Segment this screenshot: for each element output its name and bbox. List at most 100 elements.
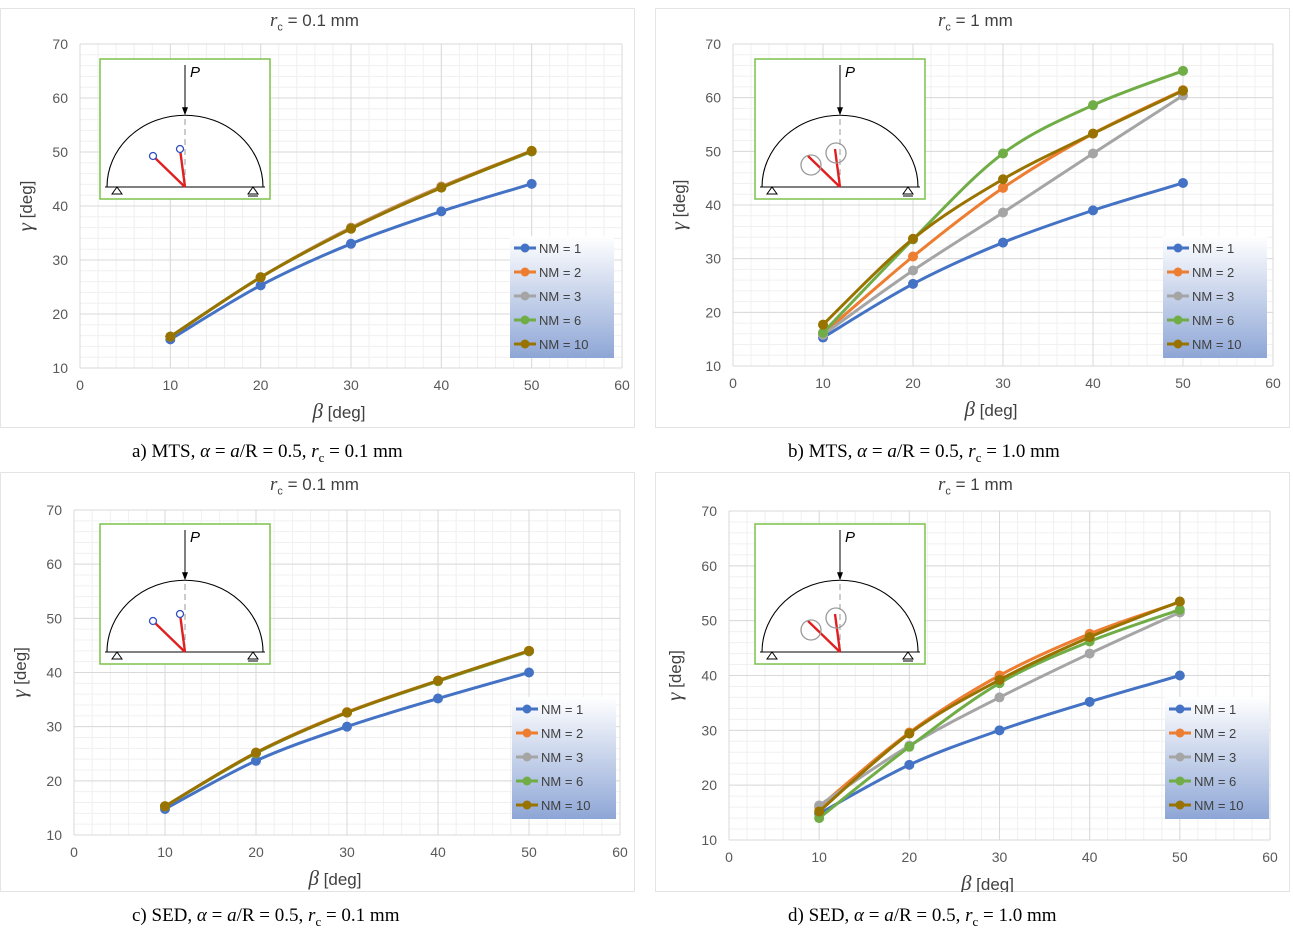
x-tick-label-30: 30 xyxy=(339,844,355,860)
legend-entry-3: NM = 3 xyxy=(516,750,583,765)
y-tick-label-30: 30 xyxy=(52,252,68,268)
panel-caption: d) SED, α = a/R = 0.5, rc = 1.0 mm xyxy=(788,905,1057,929)
x-tick-label-50: 50 xyxy=(1172,849,1188,865)
x-tick-label-20: 20 xyxy=(902,849,918,865)
data-point-NM-1-50 xyxy=(526,178,537,189)
legend-label: NM = 3 xyxy=(539,289,581,304)
data-point-NM-3-40 xyxy=(1084,648,1095,659)
y-tick-label-70: 70 xyxy=(46,502,62,518)
load-arrow-head xyxy=(837,107,843,116)
legend-label: NM = 10 xyxy=(1192,337,1242,352)
data-point-NM-6-30 xyxy=(998,148,1008,159)
y-tick-label-10: 10 xyxy=(52,360,68,376)
data-point-NM-10-30 xyxy=(994,674,1005,685)
x-axis-label: β [deg] xyxy=(960,871,1014,892)
crack-right xyxy=(833,148,842,188)
legend-label: NM = 6 xyxy=(1194,774,1236,789)
data-point-NM-10-40 xyxy=(1088,128,1098,139)
data-point-NM-1-40 xyxy=(436,206,447,217)
support-left-triangle xyxy=(766,186,778,195)
data-point-NM-6-50 xyxy=(1174,604,1185,615)
x-axis-label: β [deg] xyxy=(963,397,1017,421)
chart-panel-2: 0 10 20 30 40 50 60 10 20 30 40 50 60 70 β [deg] γ [deg… xyxy=(655,8,1290,428)
data-point-NM-1-30 xyxy=(346,238,356,249)
data-point-NM-10-20 xyxy=(251,747,261,758)
legend-entry-1: NM = 1 xyxy=(1169,702,1236,717)
legend-entry-1: NM = 1 xyxy=(1167,241,1234,256)
crack-right xyxy=(833,613,842,653)
legend-entry-5: NM = 10 xyxy=(1169,798,1244,813)
y-tick-label-60: 60 xyxy=(46,556,62,572)
data-point-NM-2-30 xyxy=(998,182,1008,193)
legend-entry-2: NM = 2 xyxy=(514,265,581,280)
support-right-triangle xyxy=(902,186,914,195)
inset-schematic: P xyxy=(99,523,271,665)
chart-panel-1: 0 10 20 30 40 50 60 10 20 30 40 50 60 70 β [deg] γ [deg… xyxy=(0,8,635,428)
data-point-NM-10-40 xyxy=(436,182,447,193)
data-point-NM-10-30 xyxy=(346,223,356,234)
legend-label: NM = 1 xyxy=(1192,241,1234,256)
data-point-NM-1-40 xyxy=(1084,696,1095,707)
x-tick-label-60: 60 xyxy=(1262,849,1278,865)
legend-label: NM = 6 xyxy=(541,774,583,789)
chart-panel-4: 0 10 20 30 40 50 60 10 20 30 40 50 60 70 β [deg] γ [deg… xyxy=(655,472,1290,892)
data-point-NM-10-40 xyxy=(433,675,443,686)
legend-entry-1: NM = 1 xyxy=(514,241,581,256)
support-left-triangle xyxy=(111,651,123,660)
y-tick-label-30: 30 xyxy=(701,722,717,738)
load-arrow-head xyxy=(182,572,188,581)
data-point-NM-1-50 xyxy=(1174,670,1185,681)
y-tick-label-30: 30 xyxy=(705,251,721,267)
legend-label: NM = 10 xyxy=(541,798,591,813)
data-point-NM-1-20 xyxy=(251,755,261,766)
chart-title: rc = 0.1 mm xyxy=(270,474,359,498)
x-tick-label-0: 0 xyxy=(725,849,733,865)
data-point-NM-10-20 xyxy=(904,728,915,739)
crack-left xyxy=(807,155,841,188)
load-arrow-head xyxy=(182,107,188,116)
y-tick-label-70: 70 xyxy=(705,36,721,52)
x-tick-label-20: 20 xyxy=(253,377,269,393)
x-tick-label-0: 0 xyxy=(76,377,84,393)
control-circle-right xyxy=(825,607,847,629)
legend-entry-4: NM = 6 xyxy=(1169,774,1236,789)
x-tick-label-10: 10 xyxy=(163,377,179,393)
control-circle-left xyxy=(800,619,822,641)
legend-label: NM = 1 xyxy=(539,241,581,256)
y-axis-label: γ [deg] xyxy=(13,181,37,232)
y-tick-label-40: 40 xyxy=(46,665,62,681)
y-tick-label-60: 60 xyxy=(701,558,717,574)
load-label: P xyxy=(190,64,200,81)
x-tick-label-0: 0 xyxy=(729,375,737,391)
load-arrow-head xyxy=(837,572,843,581)
x-tick-label-30: 30 xyxy=(992,849,1008,865)
y-tick-label-60: 60 xyxy=(52,90,68,106)
crack-left xyxy=(807,620,841,653)
x-tick-label-30: 30 xyxy=(995,375,1011,391)
chart-title: rc = 1 mm xyxy=(938,474,1013,498)
inset-schematic: P xyxy=(754,523,926,665)
crack-right xyxy=(178,148,187,188)
x-tick-label-20: 20 xyxy=(248,844,264,860)
inset-schematic: P xyxy=(99,58,271,200)
data-point-NM-10-10 xyxy=(818,319,828,330)
crack-right xyxy=(178,613,187,653)
data-point-NM-1-30 xyxy=(998,237,1008,248)
legend-entry-2: NM = 2 xyxy=(516,726,583,741)
control-circle-left xyxy=(148,616,158,626)
legend-label: NM = 2 xyxy=(1194,726,1236,741)
y-axis-label: γ [deg] xyxy=(7,647,31,698)
data-point-NM-3-40 xyxy=(1088,148,1098,159)
panel-caption: a) MTS, α = a/R = 0.5, rc = 0.1 mm xyxy=(132,441,403,465)
y-tick-label-50: 50 xyxy=(52,144,68,160)
load-label: P xyxy=(845,529,855,546)
legend-entry-2: NM = 2 xyxy=(1169,726,1236,741)
x-tick-label-10: 10 xyxy=(815,375,831,391)
data-point-NM-1-20 xyxy=(904,759,915,770)
x-tick-label-10: 10 xyxy=(157,844,173,860)
support-right-triangle xyxy=(247,186,259,195)
data-point-NM-1-20 xyxy=(255,280,266,291)
crack-left xyxy=(152,620,186,653)
legend-entry-1: NM = 1 xyxy=(516,702,583,717)
data-point-NM-3-30 xyxy=(998,207,1008,218)
